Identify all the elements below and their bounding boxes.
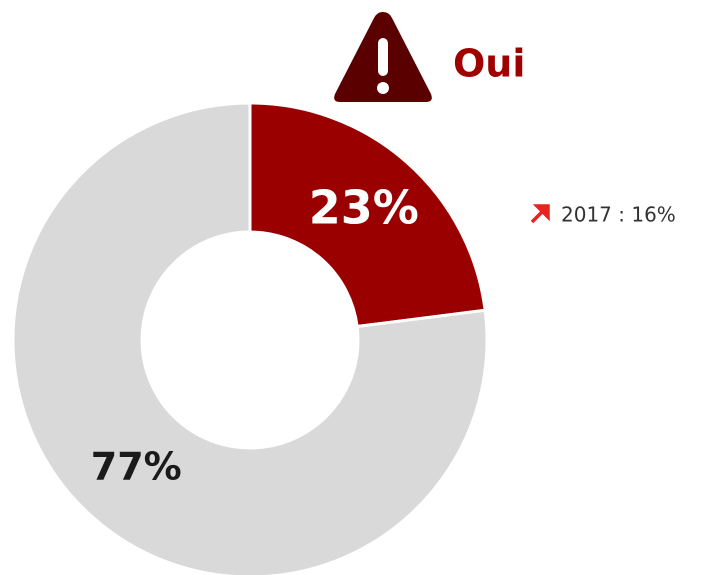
trend-arrow (530, 204, 550, 224)
value-label: 77% (91, 445, 182, 489)
warning-icon (334, 12, 432, 102)
exclamation-bar (378, 38, 388, 76)
annotation: 2017 : 16% (561, 203, 676, 227)
exclamation-dot (377, 82, 389, 94)
value-label: 23% (309, 180, 419, 234)
donut-segment (11, 101, 489, 575)
donut-segment (248, 101, 487, 329)
category-label: Oui (453, 42, 525, 86)
